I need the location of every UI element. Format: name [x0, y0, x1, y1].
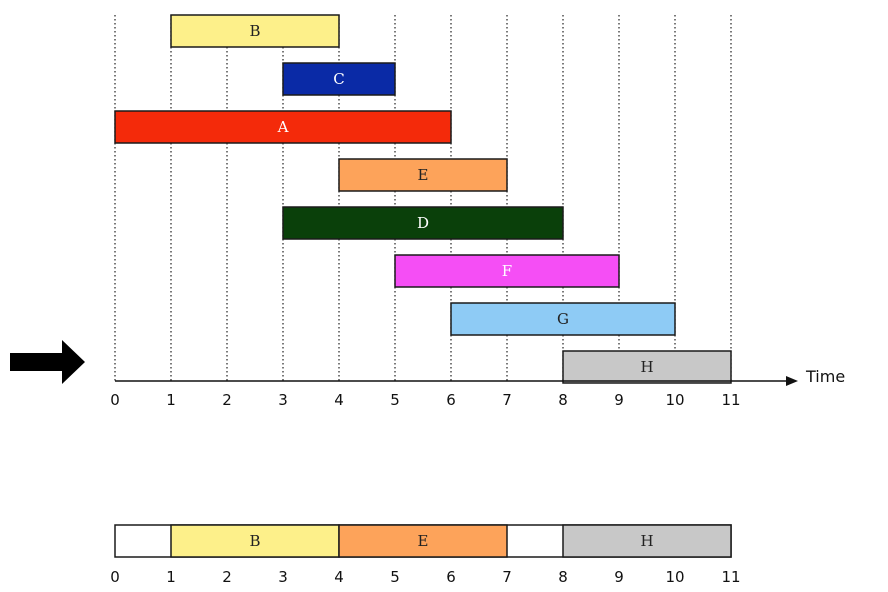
- time-axis: Time 0 1 2 3 4 5 6 7 8 9 10 11: [110, 367, 845, 409]
- interval-bar-d: [282, 206, 564, 240]
- pointer: [10, 340, 85, 384]
- schedule-tick-label-7: 7: [502, 568, 512, 586]
- schedule-tick-label-1: 1: [166, 568, 176, 586]
- schedule-tick-label-6: 6: [446, 568, 456, 586]
- schedule-tick-label-0: 0: [110, 568, 120, 586]
- schedule-tick-label-10: 10: [665, 568, 684, 586]
- interval-label-a: A: [277, 118, 289, 136]
- interval-bar-f: [394, 254, 620, 288]
- tick-label-7: 7: [502, 391, 512, 409]
- tick-label-6: 6: [446, 391, 456, 409]
- tick-label-10: 10: [665, 391, 684, 409]
- tick-label-4: 4: [334, 391, 344, 409]
- schedule-tick-label-9: 9: [614, 568, 624, 586]
- tick-label-0: 0: [110, 391, 120, 409]
- schedule-bar-b: [170, 524, 340, 558]
- interval-bars: B C A E D F G H: [114, 14, 732, 384]
- schedule-bar-h: [562, 524, 732, 558]
- schedule-label-h: H: [640, 532, 653, 550]
- interval-bar-e: [338, 158, 508, 192]
- tick-label-3: 3: [278, 391, 288, 409]
- arrow-pointer-icon: [10, 340, 85, 384]
- time-axis-title: Time: [805, 367, 845, 386]
- interval-bar-g: [450, 302, 676, 336]
- tick-label-9: 9: [614, 391, 624, 409]
- tick-label-8: 8: [558, 391, 568, 409]
- time-axis-arrowhead: [786, 376, 798, 386]
- schedule-bar-e: [338, 524, 508, 558]
- tick-label-1: 1: [166, 391, 176, 409]
- schedule-label-b: B: [249, 532, 260, 550]
- interval-bar-h: [562, 350, 732, 384]
- interval-label-f: F: [502, 262, 512, 280]
- schedule-tick-label-2: 2: [222, 568, 232, 586]
- selected-schedule: B E H 0 1 2 3 4 5 6 7 8 9 10 11: [110, 524, 741, 586]
- schedule-tick-label-4: 4: [334, 568, 344, 586]
- interval-label-b: B: [249, 22, 260, 40]
- interval-label-h: H: [640, 358, 653, 376]
- schedule-tick-label-5: 5: [390, 568, 400, 586]
- interval-bar-c: [282, 62, 396, 96]
- interval-label-c: C: [333, 70, 344, 88]
- interval-bar-a: [114, 110, 452, 144]
- interval-label-g: G: [557, 310, 569, 328]
- tick-label-5: 5: [390, 391, 400, 409]
- interval-label-e: E: [418, 166, 429, 184]
- schedule-label-e: E: [418, 532, 429, 550]
- schedule-tick-label-3: 3: [278, 568, 288, 586]
- interval-bar-b: [170, 14, 340, 48]
- schedule-tick-label-8: 8: [558, 568, 568, 586]
- tick-label-2: 2: [222, 391, 232, 409]
- interval-label-d: D: [417, 214, 429, 232]
- tick-label-11: 11: [721, 391, 740, 409]
- schedule-tick-label-11: 11: [721, 568, 740, 586]
